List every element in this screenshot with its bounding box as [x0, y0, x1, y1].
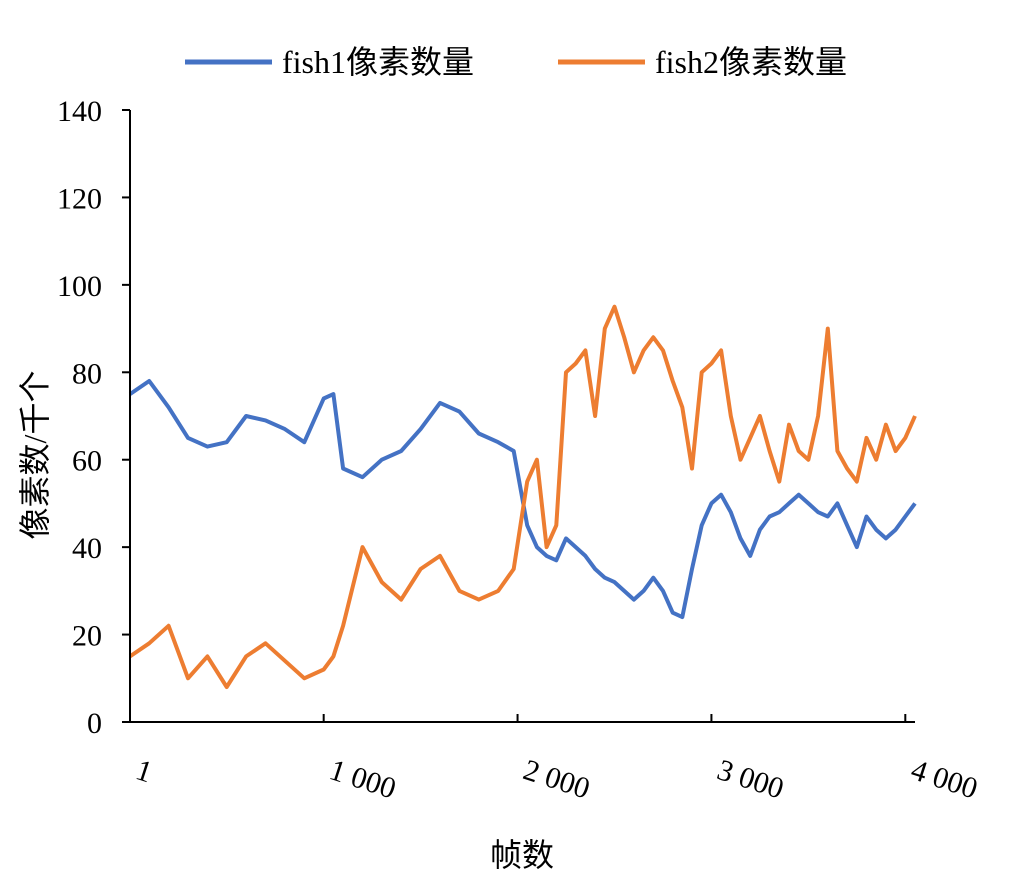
y-tick-label: 60 — [72, 445, 102, 478]
y-ticks: 0 20 40 60 80 100 120 140 — [57, 95, 130, 740]
x-tick-label: 2 000 — [519, 753, 593, 805]
y-tick-label: 80 — [72, 357, 102, 390]
y-tick-label: 40 — [72, 532, 102, 565]
x-tick-label: 3 000 — [713, 753, 787, 805]
x-axis-title: 帧数 — [490, 837, 554, 873]
x-tick-label: 4 000 — [907, 753, 981, 805]
x-tick-label: 1 000 — [326, 753, 400, 805]
series-line-fish1 — [128, 379, 917, 620]
series-layer — [128, 304, 917, 689]
y-tick-label: 20 — [72, 620, 102, 653]
y-axis-title: 像素数/千个 — [17, 371, 53, 540]
x-tick-label: 1 — [132, 753, 156, 789]
y-tick-label: 140 — [57, 95, 102, 128]
y-tick-label: 120 — [57, 182, 102, 215]
legend: fish1像素数量 fish2像素数量 — [185, 44, 847, 80]
series-line-fish2 — [128, 304, 917, 689]
axes — [129, 110, 915, 723]
y-tick-label: 0 — [87, 707, 102, 740]
x-ticks: 1 1 000 2 000 3 000 4 000 — [129, 714, 982, 806]
y-tick-label: 100 — [57, 270, 102, 303]
legend-label-fish2: fish2像素数量 — [655, 44, 847, 80]
legend-label-fish1: fish1像素数量 — [282, 44, 474, 80]
